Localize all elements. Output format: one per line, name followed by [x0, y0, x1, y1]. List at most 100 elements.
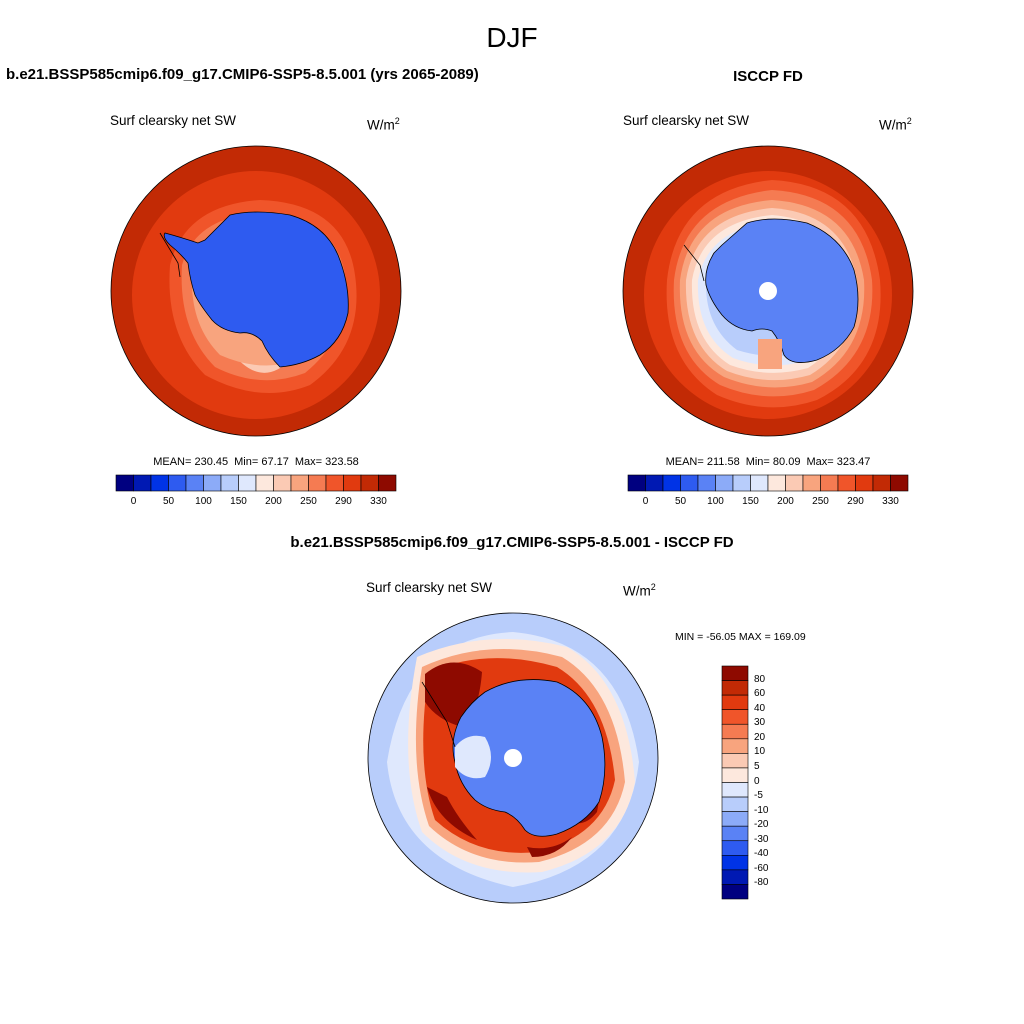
model-colorbar — [115, 474, 397, 492]
colorbar-swatch — [721, 694, 749, 710]
colorbar-level-label: 30 — [754, 717, 766, 729]
colorbar-swatch — [721, 825, 749, 842]
colorbar-tick-label: 50 — [162, 496, 175, 507]
colorbar-tick-label: 250 — [812, 496, 829, 507]
colorbar-swatch — [750, 474, 769, 492]
obs-colorbar-ticks: 0 50 100 150 200 250 290 330 — [628, 496, 908, 510]
colorbar-swatch — [721, 723, 749, 740]
colorbar-swatch — [150, 474, 169, 492]
colorbar-swatch — [290, 474, 309, 492]
colorbar-swatch — [732, 474, 751, 492]
colorbar-swatch — [721, 840, 749, 856]
difference-colorbar-labels: 80 60 40 30 20 10 5 0 -5 -10 -20 -30 -40 -60 -80 — [754, 666, 794, 899]
difference-polar-map — [367, 612, 659, 904]
colorbar-swatch — [203, 474, 222, 492]
colorbar-swatch — [721, 869, 749, 885]
colorbar-swatch — [721, 782, 749, 798]
colorbar-level-label: -20 — [754, 819, 769, 831]
colorbar-swatch — [721, 796, 749, 812]
season-title: DJF — [486, 22, 538, 53]
colorbar-level-label: 10 — [754, 746, 766, 758]
colorbar-tick-label: 150 — [230, 496, 247, 507]
colorbar-swatch — [627, 474, 646, 492]
obs-variable-label: Surf clearsky net SW — [623, 113, 750, 128]
colorbar-tick-label: 200 — [265, 496, 282, 507]
diff-unit-label: W/m2 — [623, 582, 656, 599]
colorbar-tick-label: 50 — [674, 496, 687, 507]
colorbar-tick-label: 100 — [195, 496, 212, 507]
colorbar-swatch — [645, 474, 664, 492]
colorbar-tick-label: 0 — [642, 496, 649, 507]
colorbar-swatch — [785, 474, 804, 492]
colorbar-swatch — [115, 474, 134, 492]
colorbar-level-label: 60 — [754, 688, 766, 700]
colorbar-level-label: -30 — [754, 833, 769, 845]
map-boundary — [367, 612, 659, 904]
colorbar-level-label: 20 — [754, 731, 766, 743]
colorbar-level-label: 40 — [754, 702, 766, 714]
colorbar-swatch — [721, 665, 749, 681]
colorbar-swatch — [308, 474, 327, 492]
colorbar-swatch — [238, 474, 257, 492]
colorbar-level-label: -40 — [754, 848, 769, 860]
colorbar-level-label: 0 — [754, 775, 760, 787]
colorbar-swatch — [721, 753, 749, 769]
map-boundary — [622, 145, 914, 437]
model-unit-label: W/m2 — [367, 116, 400, 133]
obs-polar-map — [622, 145, 914, 437]
difference-title: b.e21.BSSP585cmip6.f09_g17.CMIP6-SSP5-8.… — [290, 534, 734, 551]
colorbar-level-label: -10 — [754, 804, 769, 816]
colorbar-swatch — [360, 474, 379, 492]
colorbar-swatch — [872, 474, 891, 492]
colorbar-tick-label: 200 — [777, 496, 794, 507]
colorbar-swatch — [721, 884, 749, 900]
colorbar-tick-label: 290 — [335, 496, 352, 507]
coastline — [163, 211, 349, 368]
colorbar-swatch — [721, 680, 749, 696]
colorbar-swatch — [343, 474, 362, 492]
colorbar-tick-label: 150 — [742, 496, 759, 507]
coastline — [705, 218, 859, 363]
colorbar-level-label: -80 — [754, 877, 769, 889]
model-case-title: b.e21.BSSP585cmip6.f09_g17.CMIP6-SSP5-8.… — [6, 66, 479, 83]
model-polar-map — [110, 145, 402, 437]
colorbar-swatch — [133, 474, 152, 492]
colorbar-swatch — [325, 474, 344, 492]
model-stats: MEAN= 230.45 Min= 67.17 Max= 323.58 — [153, 456, 359, 468]
colorbar-tick-label: 100 — [707, 496, 724, 507]
colorbar-swatch — [721, 855, 749, 871]
colorbar-swatch — [802, 474, 821, 492]
colorbar-swatch — [820, 474, 839, 492]
model-variable-label: Surf clearsky net SW — [110, 113, 237, 128]
coastline — [452, 679, 606, 837]
obs-stats: MEAN= 211.58 Min= 80.09 Max= 323.47 — [665, 456, 871, 468]
colorbar-tick-label: 0 — [130, 496, 137, 507]
colorbar-level-label: 5 — [754, 760, 760, 772]
diff-minmax: MIN = -56.05 MAX = 169.09 — [675, 631, 806, 643]
colorbar-level-label: -5 — [754, 790, 763, 802]
colorbar-swatch — [767, 474, 786, 492]
antarctic-continent — [164, 212, 349, 367]
model-colorbar-ticks: 0 50 100 150 200 250 290 330 — [116, 496, 396, 510]
difference-colorbar — [721, 665, 749, 900]
colorbar-swatch — [721, 811, 749, 827]
colorbar-swatch — [721, 767, 749, 783]
negative-anomaly-continent — [453, 679, 605, 837]
colorbar-swatch — [715, 474, 734, 492]
obs-unit-label: W/m2 — [879, 116, 912, 133]
colorbar-level-label: -60 — [754, 862, 769, 874]
colorbar-swatch — [837, 474, 856, 492]
colorbar-tick-label: 290 — [847, 496, 864, 507]
colorbar-swatch — [855, 474, 874, 492]
colorbar-tick-label: 250 — [300, 496, 317, 507]
pole-hole — [504, 749, 522, 767]
colorbar-swatch — [185, 474, 204, 492]
colorbar-swatch — [168, 474, 187, 492]
colorbar-swatch — [255, 474, 274, 492]
colorbar-swatch — [721, 709, 749, 725]
diff-variable-label: Surf clearsky net SW — [366, 580, 493, 595]
colorbar-swatch — [378, 474, 397, 492]
colorbar-tick-label: 330 — [370, 496, 387, 507]
colorbar-swatch — [697, 474, 716, 492]
colorbar-swatch — [220, 474, 239, 492]
